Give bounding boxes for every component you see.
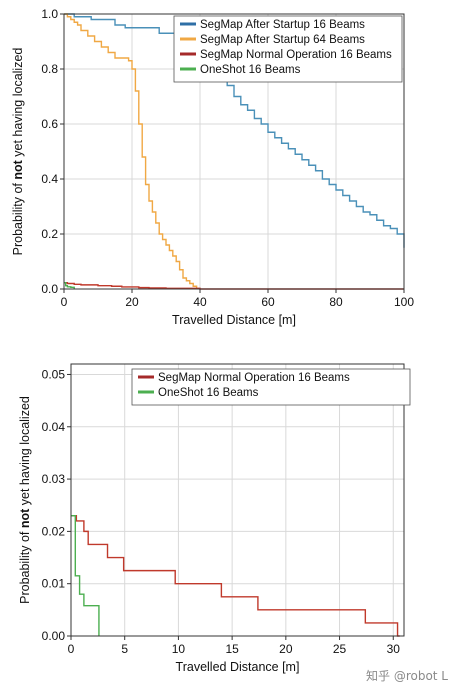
y-tick-label: 0.01 (42, 577, 66, 591)
legend-label-2: SegMap Normal Operation 16 Beams (200, 49, 392, 61)
y-tick-label: 0.03 (42, 472, 66, 486)
y-tick-label: 0.04 (42, 420, 66, 434)
x-tick-label: 30 (387, 642, 401, 656)
chart-top: 0 20 40 60 80 100 0.0 0.2 0.4 0.6 0.8 1.0 Travelled … (11, 7, 414, 327)
y-axis-label-part: yet having localized (18, 396, 32, 509)
series-line-3 (64, 281, 75, 289)
y-axis-label-part: not (11, 159, 25, 179)
legend-box (173, 15, 403, 83)
x-tick-label: 25 (333, 642, 347, 656)
x-tick-label: 0 (61, 295, 68, 309)
legend-label-0: SegMap Normal Operation 16 Beams (158, 372, 350, 384)
x-tick-label: 20 (125, 295, 139, 309)
series-line-2 (64, 281, 404, 290)
legend-label-3: OneShot 16 Beams (200, 64, 301, 76)
x-tick-label: 20 (279, 642, 293, 656)
y-axis-label: Probability of not yet having localized (18, 396, 32, 604)
legend: SegMap Normal Operation 16 Beams OneShot … (131, 368, 411, 406)
x-tick-label: 100 (394, 295, 414, 309)
y-axis-label: Probability of not yet having localized (11, 48, 25, 256)
series-line-1 (71, 514, 100, 636)
x-axis-label: Travelled Distance [m] (176, 660, 300, 674)
y-tick-label: 0.00 (42, 629, 66, 643)
x-tick-label: 15 (225, 642, 239, 656)
watermark-text: 知乎 @robot L (366, 669, 448, 683)
y-axis-label-part: yet having localized (11, 48, 25, 161)
y-axis-label-part: Probability of (11, 180, 25, 256)
series-line-1 (64, 13, 198, 289)
x-tick-label: 40 (193, 295, 207, 309)
legend-label-1: SegMap After Startup 64 Beams (200, 34, 365, 46)
y-axis-label-part: Probability of (18, 528, 32, 604)
legend-label-1: OneShot 16 Beams (158, 387, 259, 399)
x-tick-label: 0 (68, 642, 75, 656)
y-axis-label-part: not (18, 508, 32, 528)
chart-bottom: 0 5 10 15 20 25 30 0.00 0.01 0.02 0.03 0.04 0.05 Trav… (18, 363, 411, 674)
series-line-0 (71, 514, 400, 637)
axes-frame (70, 363, 405, 637)
y-tick-label: 0.0 (41, 282, 58, 296)
y-tick-label: 0.02 (42, 524, 66, 538)
y-tick-label: 0.6 (41, 117, 58, 131)
x-tick-label: 5 (121, 642, 128, 656)
x-tick-label: 10 (172, 642, 186, 656)
x-tick-label: 80 (329, 295, 343, 309)
x-axis-label: Travelled Distance [m] (172, 313, 296, 327)
legend: SegMap After Startup 16 Beams SegMap Afte… (173, 15, 403, 83)
y-tick-label: 0.05 (42, 367, 66, 381)
y-tick-label: 0.8 (41, 62, 58, 76)
legend-box (131, 368, 411, 406)
axes-frame (63, 13, 405, 290)
plot-area (71, 364, 404, 636)
y-tick-label: 0.4 (41, 172, 58, 186)
x-tick-label: 60 (261, 295, 275, 309)
y-tick-label: 1.0 (41, 7, 58, 21)
y-tick-label: 0.2 (41, 227, 58, 241)
legend-label-0: SegMap After Startup 16 Beams (200, 19, 365, 31)
